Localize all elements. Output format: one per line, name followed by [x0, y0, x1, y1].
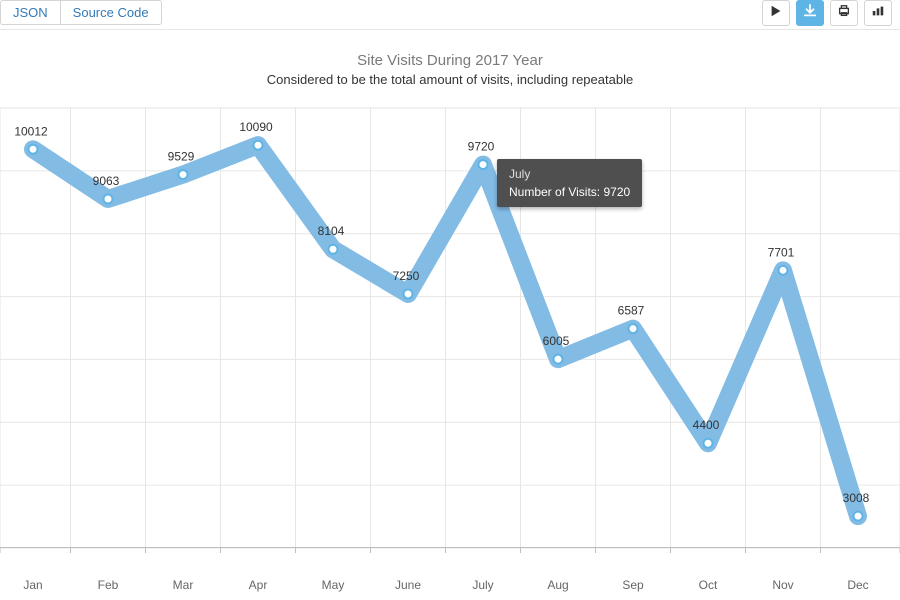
- data-marker[interactable]: [479, 160, 488, 169]
- x-axis-label: Feb: [98, 578, 119, 592]
- chart-titles: Site Visits During 2017 Year Considered …: [0, 30, 900, 87]
- x-axis-label: July: [472, 578, 493, 592]
- tabs: JSON Source Code: [0, 0, 162, 25]
- download-icon: [803, 4, 817, 23]
- data-label: 7701: [768, 245, 795, 259]
- toolbar: [762, 0, 892, 26]
- chart-title: Site Visits During 2017 Year: [0, 52, 900, 69]
- x-axis-label: Jan: [23, 578, 42, 592]
- data-marker[interactable]: [629, 324, 638, 333]
- data-marker[interactable]: [404, 289, 413, 298]
- data-marker[interactable]: [329, 245, 338, 254]
- chart-icon: [871, 4, 885, 23]
- chart-subtitle: Considered to be the total amount of vis…: [0, 72, 900, 87]
- chart: Site Visits During 2017 Year Considered …: [0, 30, 900, 600]
- x-axis-label: Nov: [772, 578, 793, 592]
- data-label: 4400: [693, 418, 720, 432]
- data-marker[interactable]: [554, 355, 563, 364]
- print-button[interactable]: [830, 0, 858, 26]
- data-label: 6005: [543, 334, 570, 348]
- x-axis-label: May: [322, 578, 345, 592]
- data-marker[interactable]: [104, 194, 113, 203]
- download-button[interactable]: [796, 0, 824, 26]
- data-label: 9529: [168, 150, 195, 164]
- data-marker[interactable]: [254, 141, 263, 150]
- data-marker[interactable]: [29, 145, 38, 154]
- play-icon: [769, 4, 783, 23]
- tab-json[interactable]: JSON: [0, 0, 60, 25]
- data-marker[interactable]: [704, 439, 713, 448]
- x-axis: Jan Feb Mar Apr May June July Aug Sep Oct Nov Dec: [0, 570, 900, 600]
- data-marker[interactable]: [779, 266, 788, 275]
- x-axis-label: Oct: [699, 578, 718, 592]
- x-axis-label: Dec: [847, 578, 868, 592]
- data-label: 10012: [14, 124, 48, 138]
- data-label: 9063: [93, 174, 120, 188]
- x-axis-label: Apr: [249, 578, 268, 592]
- data-label: 8104: [318, 224, 345, 238]
- data-marker[interactable]: [854, 512, 863, 521]
- topbar: JSON Source Code: [0, 0, 900, 30]
- play-button[interactable]: [762, 0, 790, 26]
- print-icon: [837, 4, 851, 23]
- x-axis-label: Aug: [547, 578, 568, 592]
- data-label: 7250: [393, 269, 420, 283]
- x-axis-label: June: [395, 578, 421, 592]
- data-label: 9720: [468, 140, 495, 154]
- chart-plot: 10012 9063 9529 10090 8104 7250 9720 6005 6587 44…: [0, 108, 900, 548]
- x-axis-label: Sep: [622, 578, 643, 592]
- tab-source-code[interactable]: Source Code: [60, 0, 162, 25]
- data-label: 3008: [843, 491, 870, 505]
- data-marker[interactable]: [179, 170, 188, 179]
- data-label: 6587: [618, 304, 645, 318]
- chart-export-button[interactable]: [864, 0, 892, 26]
- data-label: 10090: [239, 120, 273, 134]
- x-axis-label: Mar: [173, 578, 194, 592]
